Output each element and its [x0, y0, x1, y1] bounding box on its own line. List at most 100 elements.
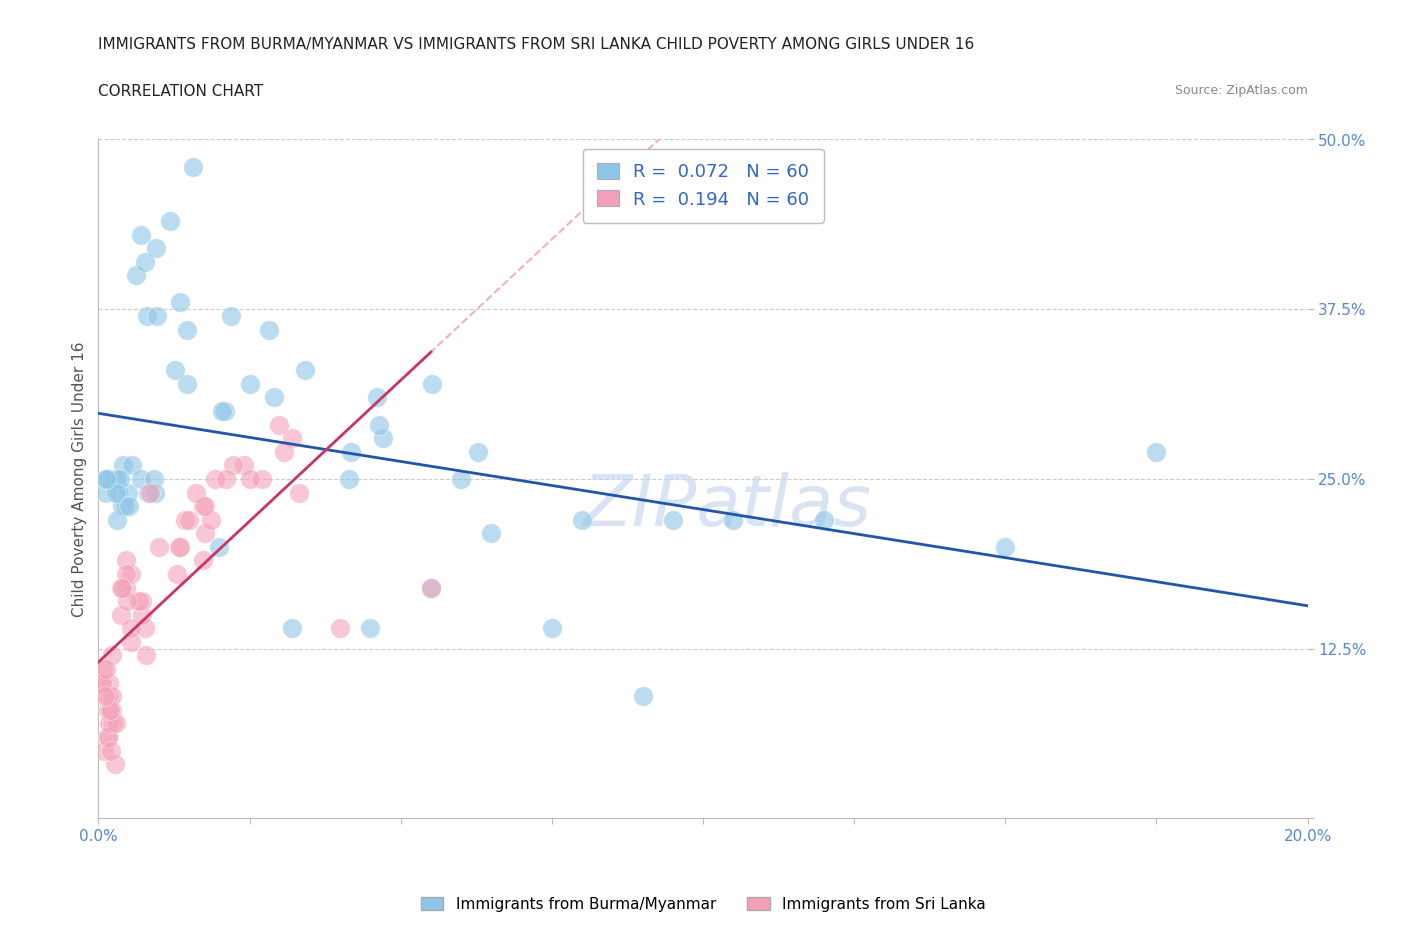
Point [138, 485, 160, 500]
Point [173, 512, 195, 527]
Point [100, 648, 122, 663]
Point [104, 472, 127, 486]
Point [121, 458, 143, 472]
Point [97, 689, 120, 704]
Point [115, 593, 138, 608]
Point [131, 472, 153, 486]
Point [129, 227, 152, 242]
Text: CORRELATION CHART: CORRELATION CHART [98, 84, 263, 99]
Point [1144, 445, 1167, 459]
Point [263, 390, 285, 405]
Point [360, 621, 382, 636]
Point [159, 214, 181, 229]
Legend: Immigrants from Burma/Myanmar, Immigrants from Sri Lanka: Immigrants from Burma/Myanmar, Immigrant… [415, 890, 991, 918]
Point [125, 268, 148, 283]
Point [420, 580, 443, 595]
Point [191, 553, 214, 568]
Point [194, 498, 217, 513]
Point [131, 607, 153, 622]
Point [193, 525, 215, 540]
Point [135, 648, 157, 663]
Point [368, 418, 391, 432]
Point [97, 702, 120, 717]
Point [208, 539, 231, 554]
Point [108, 472, 131, 486]
Point [100, 702, 122, 717]
Point [163, 363, 186, 378]
Point [467, 445, 489, 459]
Point [179, 512, 201, 527]
Point [97, 729, 120, 744]
Point [94, 661, 117, 676]
Point [111, 498, 134, 513]
Point [420, 580, 443, 595]
Point [98, 675, 121, 690]
Point [96, 485, 118, 500]
Point [329, 621, 352, 636]
Point [214, 404, 236, 418]
Point [148, 539, 170, 554]
Point [661, 512, 683, 527]
Point [337, 472, 360, 486]
Point [267, 418, 290, 432]
Point [540, 621, 562, 636]
Point [117, 485, 139, 500]
Point [193, 498, 215, 513]
Point [107, 472, 129, 486]
Point [723, 512, 745, 527]
Point [105, 512, 128, 527]
Text: ZIPatlas: ZIPatlas [582, 472, 872, 540]
Point [101, 689, 124, 704]
Point [118, 498, 141, 513]
Point [257, 322, 280, 337]
Point [104, 716, 127, 731]
Point [239, 472, 262, 486]
Y-axis label: Child Poverty Among Girls Under 16: Child Poverty Among Girls Under 16 [72, 341, 87, 617]
Point [813, 512, 835, 527]
Point [108, 485, 131, 500]
Point [134, 254, 156, 269]
Point [169, 539, 191, 554]
Point [101, 702, 124, 717]
Point [131, 593, 153, 608]
Point [221, 309, 243, 324]
Point [420, 377, 443, 392]
Point [96, 472, 118, 486]
Point [169, 295, 191, 310]
Point [120, 566, 142, 581]
Point [571, 512, 593, 527]
Point [239, 377, 262, 392]
Point [91, 675, 114, 690]
Legend: R =  0.072   N = 60, R =  0.194   N = 60: R = 0.072 N = 60, R = 0.194 N = 60 [582, 149, 824, 223]
Point [631, 689, 654, 704]
Point [143, 485, 166, 500]
Point [91, 661, 114, 676]
Point [200, 512, 222, 527]
Point [287, 485, 309, 500]
Point [211, 404, 233, 418]
Point [93, 743, 115, 758]
Point [169, 539, 191, 554]
Point [115, 553, 138, 568]
Point [273, 445, 295, 459]
Point [146, 309, 169, 324]
Point [371, 431, 394, 445]
Point [120, 621, 142, 636]
Point [176, 322, 198, 337]
Point [366, 390, 388, 405]
Point [97, 472, 120, 486]
Point [114, 498, 136, 513]
Point [94, 472, 117, 486]
Point [134, 621, 156, 636]
Point [94, 689, 117, 704]
Point [340, 445, 363, 459]
Point [112, 458, 135, 472]
Point [281, 621, 304, 636]
Point [136, 485, 159, 500]
Point [110, 580, 132, 595]
Point [145, 241, 167, 256]
Point [101, 716, 124, 731]
Point [450, 472, 472, 486]
Point [221, 458, 243, 472]
Point [176, 377, 198, 392]
